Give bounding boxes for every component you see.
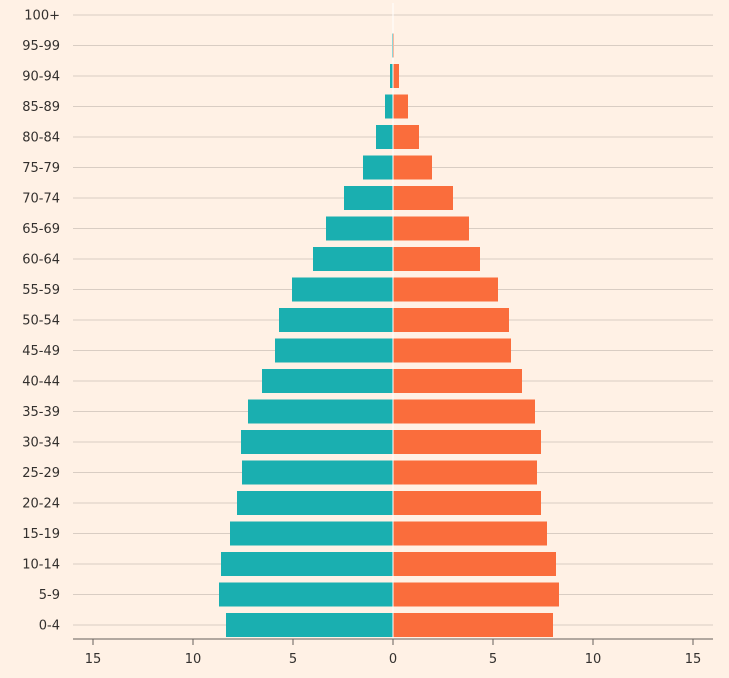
x-tick-label: 15: [685, 652, 702, 667]
bar-right: [393, 186, 453, 210]
bar-left: [248, 399, 393, 424]
bar-right: [393, 582, 559, 607]
category-label: 35-39: [22, 405, 60, 420]
bar-right: [393, 369, 522, 393]
bar-left: [385, 94, 393, 119]
category-label: 60-64: [22, 253, 60, 268]
category-label: 55-59: [22, 283, 60, 298]
bar-right: [393, 216, 469, 241]
x-tick-label: 0: [389, 652, 397, 667]
bar-right: [393, 338, 511, 363]
bar-left: [313, 247, 393, 271]
bar-left: [390, 64, 393, 88]
x-tick-label: 10: [585, 652, 602, 667]
bar-right: [393, 247, 480, 271]
bar-right: [393, 94, 408, 119]
category-label: 20-24: [22, 497, 60, 512]
category-labels: 100+ 95-99 90-94 85-89 80-84 75-79 70-74 65-69 6…: [22, 9, 60, 634]
bar-right: [393, 613, 553, 637]
bar-right: [393, 155, 432, 180]
category-label: 25-29: [22, 466, 60, 481]
category-label: 40-44: [22, 375, 60, 390]
bar-left: [237, 491, 393, 515]
bar-right: [393, 64, 399, 88]
x-tick-label: 15: [85, 652, 102, 667]
x-tick-label: 10: [185, 652, 202, 667]
bar-left: [241, 430, 393, 454]
category-label: 95-99: [22, 39, 60, 54]
category-label: 65-69: [22, 222, 60, 237]
bar-right: [393, 277, 498, 302]
bar-left: [226, 613, 393, 637]
category-label: 90-94: [22, 70, 60, 85]
bar-right: [393, 430, 541, 454]
category-label: 15-19: [22, 527, 60, 542]
category-label: 80-84: [22, 131, 60, 146]
bar-left: [344, 186, 393, 210]
category-label: 75-79: [22, 161, 60, 176]
bar-left: [363, 155, 393, 180]
bar-right: [393, 460, 537, 485]
category-label: 70-74: [22, 192, 60, 207]
bar-left: [219, 582, 393, 607]
bar-right: [393, 125, 419, 149]
bar-left: [242, 460, 393, 485]
category-label: 30-34: [22, 436, 60, 451]
bar-left: [262, 369, 393, 393]
category-label: 85-89: [22, 100, 60, 115]
bar-right: [393, 491, 541, 515]
bar-left: [326, 216, 393, 241]
category-label: 5-9: [39, 588, 60, 603]
bars: [219, 33, 559, 637]
category-label: 100+: [24, 9, 60, 24]
bar-right: [393, 521, 547, 546]
x-tick-label: 5: [289, 652, 297, 667]
bar-left: [279, 308, 393, 332]
category-label: 0-4: [39, 619, 60, 634]
category-label: 50-54: [22, 314, 60, 329]
category-label: 45-49: [22, 344, 60, 359]
bar-left: [230, 521, 393, 546]
x-tick-label: 5: [489, 652, 497, 667]
bar-right: [393, 399, 535, 424]
category-label: 10-14: [22, 558, 60, 573]
bar-left: [221, 552, 393, 576]
bar-right: [393, 308, 509, 332]
bar-right: [393, 552, 556, 576]
bar-left: [275, 338, 393, 363]
bar-left: [376, 125, 393, 149]
x-axis-ticks: 15 10 5 0 5 10 15: [85, 639, 702, 667]
bar-left: [292, 277, 393, 302]
